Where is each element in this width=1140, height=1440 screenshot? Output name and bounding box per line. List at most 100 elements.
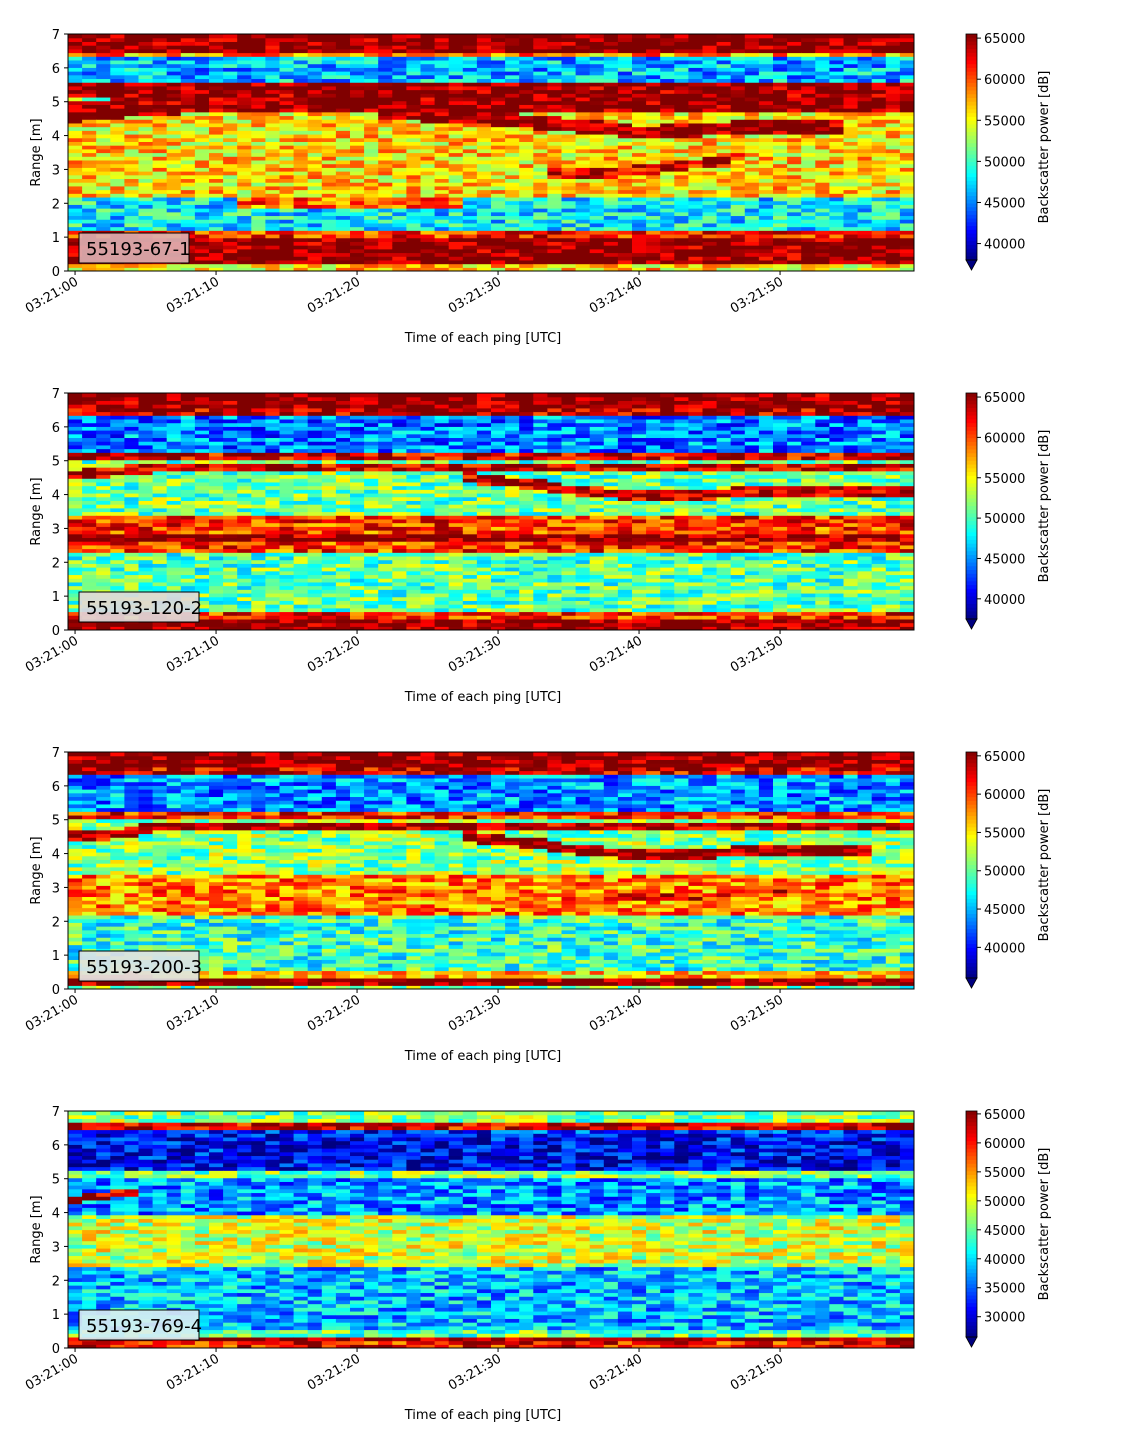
heatmap-cell [815, 234, 830, 238]
heatmap-cell [674, 138, 689, 142]
heatmap-cell [322, 197, 337, 201]
heatmap-cell [223, 571, 238, 575]
heatmap-cell [308, 97, 323, 101]
heatmap-cell [491, 223, 506, 227]
heatmap-cell [449, 101, 464, 105]
heatmap-cell [449, 252, 464, 256]
heatmap-cell [703, 160, 718, 164]
heatmap-cell [435, 127, 450, 131]
heatmap-cell [787, 182, 802, 186]
heatmap-cell [322, 141, 337, 145]
heatmap-cell [505, 101, 520, 105]
heatmap-cell [265, 600, 280, 604]
heatmap-cell [463, 230, 478, 234]
heatmap-cell [590, 182, 605, 186]
heatmap-cell [787, 215, 802, 219]
heatmap-cell [223, 578, 238, 582]
heatmap-cell [378, 241, 393, 245]
heatmap-cell [801, 193, 816, 197]
heatmap-cell [421, 219, 436, 223]
heatmap-cell [886, 256, 901, 260]
heatmap-cell [435, 101, 450, 105]
heatmap-cell [110, 563, 125, 567]
heatmap-cell [378, 64, 393, 68]
heatmap-cell [815, 171, 830, 175]
heatmap-cell [731, 249, 746, 253]
heatmap-cell [463, 178, 478, 182]
heatmap-cell [364, 204, 379, 208]
heatmap-cell [674, 90, 689, 94]
heatmap-cell [745, 97, 760, 101]
heatmap-cell [223, 608, 238, 612]
heatmap-cell [590, 93, 605, 97]
heatmap-cell [618, 145, 633, 149]
heatmap-cell [110, 478, 125, 482]
heatmap-cell [421, 234, 436, 238]
heatmap-cell [505, 38, 520, 42]
heatmap-cell [844, 71, 859, 75]
heatmap-cell [477, 167, 492, 171]
heatmap-cell [519, 108, 534, 112]
heatmap-cell [364, 71, 379, 75]
heatmap-cell [815, 193, 830, 197]
heatmap-cell [223, 264, 238, 268]
heatmap-cell [322, 60, 337, 64]
heatmap-cell [815, 264, 830, 268]
heatmap-cell [886, 145, 901, 149]
heatmap-cell [477, 127, 492, 131]
heatmap-cell [251, 178, 266, 182]
heatmap-cell [858, 249, 873, 253]
heatmap-cell [632, 82, 647, 86]
heatmap-cell [604, 186, 619, 190]
heatmap-cell [829, 167, 844, 171]
heatmap-cell [308, 227, 323, 231]
heatmap-cell [181, 463, 196, 467]
heatmap-cell [294, 53, 309, 57]
heatmap-cell [153, 119, 168, 123]
heatmap-cell [660, 204, 675, 208]
heatmap-cell [505, 115, 520, 119]
heatmap-cell [308, 149, 323, 153]
heatmap-cell [195, 456, 210, 460]
heatmap-cell [618, 49, 633, 53]
x-tick-label: 03:21:10 [164, 274, 222, 316]
heatmap-cell [68, 164, 83, 168]
x-axis-label: Time of each ping [UTC] [404, 331, 562, 346]
heatmap-cell [547, 245, 562, 249]
heatmap-cell [336, 153, 351, 157]
heatmap-cell [435, 230, 450, 234]
heatmap-cell [646, 223, 661, 227]
heatmap-cell [674, 115, 689, 119]
heatmap-cell [674, 219, 689, 223]
heatmap-cell [688, 41, 703, 45]
heatmap-cell [153, 526, 168, 530]
heatmap-cell [392, 164, 407, 168]
heatmap-cell [167, 130, 182, 134]
heatmap-cell [378, 156, 393, 160]
heatmap-cell [674, 186, 689, 190]
heatmap-cell [421, 38, 436, 42]
heatmap-cell [280, 245, 295, 249]
heatmap-cell [392, 53, 407, 57]
heatmap-cell [646, 97, 661, 101]
heatmap-cell [167, 563, 182, 567]
heatmap-cell [378, 75, 393, 79]
heatmap-cell [858, 193, 873, 197]
heatmap-cell [265, 138, 280, 142]
heatmap-cell [900, 234, 915, 238]
heatmap-cell [82, 497, 97, 501]
heatmap-cell [688, 86, 703, 90]
heatmap-cell [900, 241, 915, 245]
heatmap-cell [590, 123, 605, 127]
heatmap-cell [844, 34, 859, 38]
heatmap-cell [237, 552, 252, 556]
heatmap-cell [265, 412, 280, 416]
heatmap-cell [124, 175, 139, 179]
heatmap-cell [406, 141, 421, 145]
heatmap-cell [703, 45, 718, 49]
heatmap-cell [703, 223, 718, 227]
heatmap-cell [237, 430, 252, 434]
heatmap-cell [787, 201, 802, 205]
heatmap-cell [717, 186, 732, 190]
heatmap-cell [392, 115, 407, 119]
